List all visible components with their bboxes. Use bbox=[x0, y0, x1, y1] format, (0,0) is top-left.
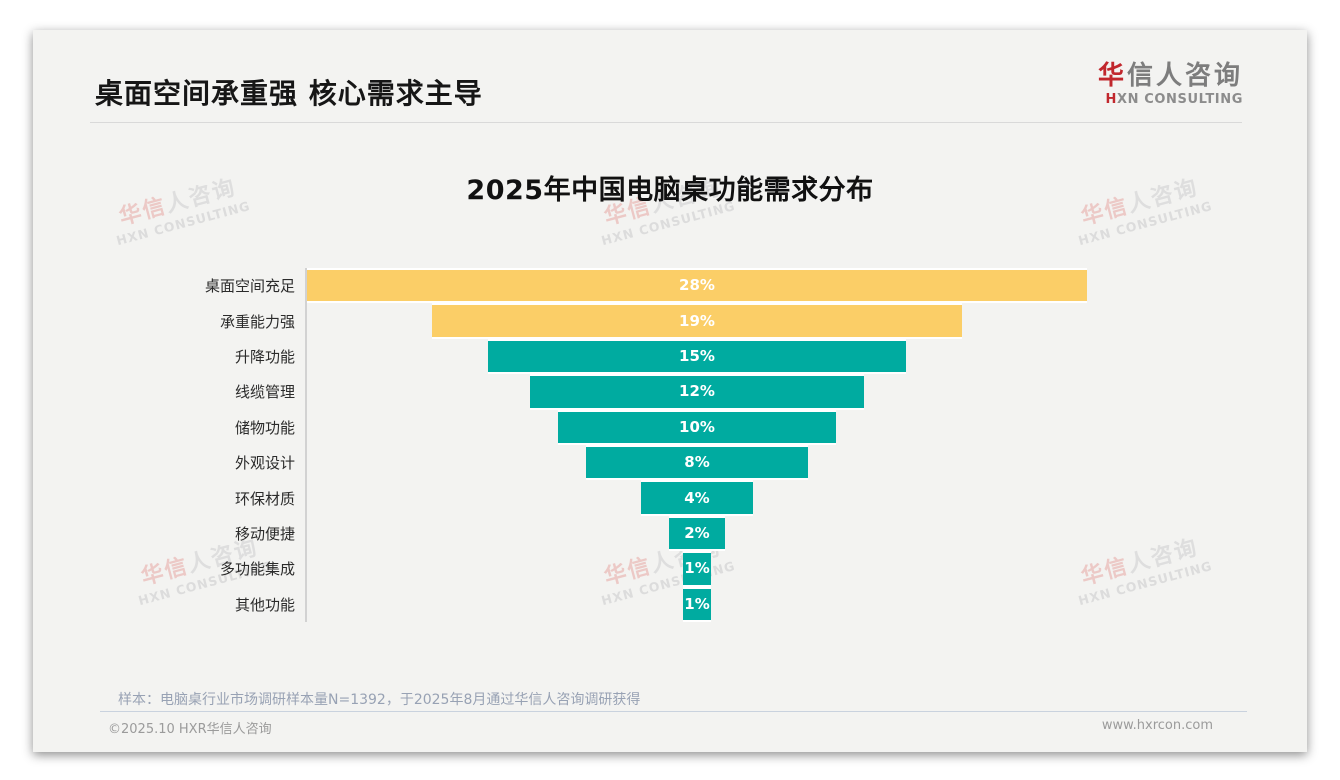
bar-value-label: 4% bbox=[684, 488, 710, 507]
bar-value-label: 8% bbox=[684, 453, 710, 472]
bar-value-label: 19% bbox=[679, 311, 715, 330]
slide-card: 华信人咨询 HXN CONSULTING 华信人咨询 HXN CONSULTIN… bbox=[33, 30, 1307, 752]
bar-row: 15% bbox=[307, 338, 1087, 375]
bar-row: 19% bbox=[307, 303, 1087, 339]
bar-value-label: 15% bbox=[679, 346, 715, 365]
bar-row: 1% bbox=[307, 551, 1087, 587]
page-title: 桌面空间承重强 核心需求主导 bbox=[95, 77, 483, 110]
bar-value-label: 12% bbox=[679, 382, 715, 401]
category-label: 移动便捷 bbox=[234, 524, 295, 543]
category-label: 外观设计 bbox=[234, 454, 295, 473]
bar-row: 8% bbox=[307, 444, 1087, 481]
logo-cn-text: 华信人咨询 bbox=[1097, 61, 1243, 91]
website-url: www.hxrcon.com bbox=[1101, 718, 1213, 733]
bar: 2% bbox=[669, 515, 725, 552]
chart-labels: 桌面空间充足承重能力强升降功能线缆管理储物功能外观设计环保材质移动便捷多功能集成… bbox=[33, 268, 295, 622]
logo-en-text: HXN CONSULTING bbox=[1105, 91, 1243, 107]
footer: ©2025.10 HXR华信人咨询 www.hxrcon.com bbox=[108, 718, 1213, 737]
category-label: 环保材质 bbox=[234, 489, 295, 508]
bar: 28% bbox=[307, 268, 1087, 304]
bar: 4% bbox=[641, 480, 753, 516]
category-label: 升降功能 bbox=[234, 347, 295, 366]
bar-row: 28% bbox=[307, 268, 1087, 304]
bar: 1% bbox=[683, 551, 711, 587]
bar-value-label: 1% bbox=[684, 559, 710, 578]
bar-row: 2% bbox=[307, 515, 1087, 552]
bar-row: 10% bbox=[307, 409, 1087, 445]
category-label: 承重能力强 bbox=[219, 312, 295, 331]
bar-value-label: 28% bbox=[679, 276, 715, 295]
category-label: 线缆管理 bbox=[234, 383, 295, 402]
category-label: 多功能集成 bbox=[219, 560, 295, 579]
category-label: 其他功能 bbox=[234, 595, 295, 614]
company-logo: 华信人咨询 HXN CONSULTING bbox=[1098, 62, 1243, 107]
footer-divider bbox=[100, 711, 1247, 712]
bar-value-label: 1% bbox=[684, 594, 710, 613]
bar: 10% bbox=[557, 409, 837, 445]
bar-row: 4% bbox=[307, 480, 1087, 516]
bar: 1% bbox=[683, 586, 711, 622]
bar: 12% bbox=[529, 374, 865, 410]
bar-row: 12% bbox=[307, 374, 1087, 410]
bar-value-label: 10% bbox=[679, 417, 715, 436]
category-label: 桌面空间充足 bbox=[204, 277, 295, 296]
header-divider bbox=[90, 122, 1242, 123]
bar: 19% bbox=[432, 303, 962, 339]
bar: 8% bbox=[585, 444, 809, 481]
bar-value-label: 2% bbox=[684, 523, 710, 542]
chart-title: 2025年中国电脑桌功能需求分布 bbox=[466, 175, 874, 206]
bar: 15% bbox=[488, 338, 906, 375]
chart-rows: 28% 19% 15% 12% 10% 8% 4% 2% 1% 1% bbox=[305, 268, 1087, 622]
category-label: 储物功能 bbox=[234, 418, 295, 437]
copyright-text: ©2025.10 HXR华信人咨询 bbox=[108, 722, 272, 737]
sample-note: 样本：电脑桌行业市场调研样本量N=1392，于2025年8月通过华信人咨询调研获… bbox=[118, 692, 641, 708]
bar-row: 1% bbox=[307, 586, 1087, 622]
